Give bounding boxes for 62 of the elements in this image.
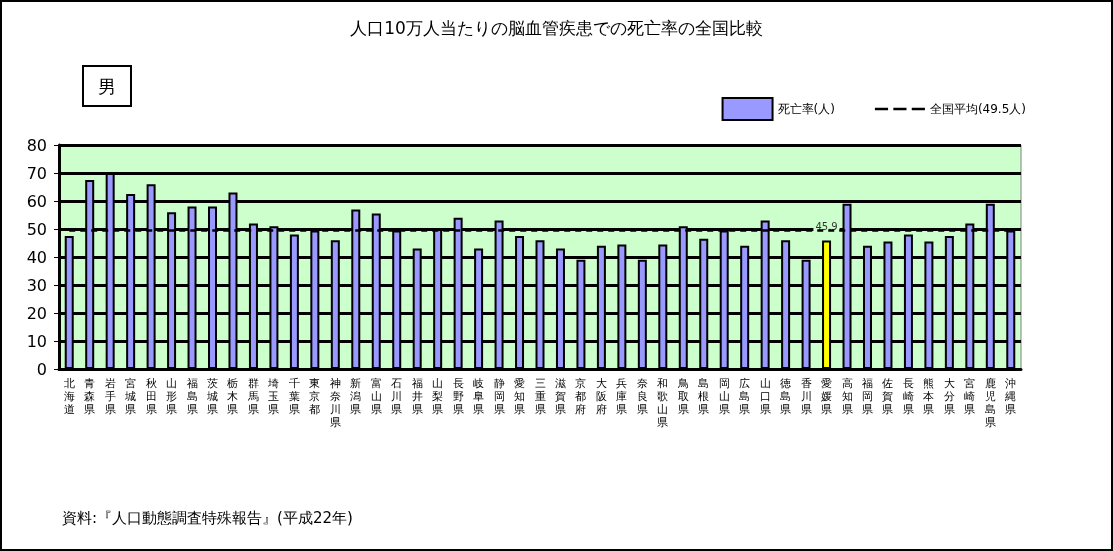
x-tick-label: 岩手県 <box>104 377 116 416</box>
x-tick-label: 長崎県 <box>902 377 914 416</box>
x-tick-label: 高知県 <box>841 377 853 416</box>
y-tick-label: 80 <box>26 135 47 155</box>
x-tick-label: 大分県 <box>943 377 955 416</box>
y-tick-label: 70 <box>26 163 47 183</box>
x-tick-label: 埼玉県 <box>267 377 280 416</box>
x-tick-label: 鳥取県 <box>676 377 689 416</box>
x-tick-label: 愛知県 <box>514 377 526 416</box>
data-label: 45.9 <box>815 220 838 232</box>
x-tick-label: 佐賀県 <box>882 377 894 416</box>
x-tick-label: 島根県 <box>698 377 710 416</box>
x-tick-label: 石川県 <box>391 377 403 416</box>
x-tick-label: 徳島県 <box>780 377 792 416</box>
text: 資料:『人口動態調査特殊報告』(平成22年) <box>62 508 353 527</box>
x-tick-label: 兵庫県 <box>616 377 628 416</box>
x-tick-label: 富山県 <box>370 377 382 416</box>
x-tick-label: 三重県 <box>534 377 546 416</box>
x-tick-label: 静岡県 <box>493 377 505 416</box>
x-tick-label: 宮城県 <box>124 377 137 416</box>
x-tick-label: 愛媛県 <box>821 377 833 416</box>
legend-label: 死亡率(人) <box>777 102 835 116</box>
x-tick-label: 東京都 <box>309 377 321 416</box>
x-tick-label: 香川県 <box>800 377 812 416</box>
x-tick-label: 新潟県 <box>350 377 362 416</box>
x-tick-label: 京都府 <box>575 377 587 416</box>
y-tick-label: 50 <box>26 219 47 239</box>
x-tick-label: 秋田県 <box>145 377 157 416</box>
y-tick-label: 0 <box>36 359 47 379</box>
x-tick-label: 福岡県 <box>861 377 873 416</box>
x-tick-label: 山口県 <box>759 377 771 416</box>
x-tick-label: 福島県 <box>186 377 198 416</box>
x-tick-label: 千葉県 <box>288 377 300 416</box>
x-tick-label: 宮崎県 <box>964 377 976 416</box>
x-tick-label: 鹿児島県 <box>984 377 996 429</box>
y-tick-label: 20 <box>26 303 47 323</box>
x-tick-label: 北海道 <box>63 377 75 416</box>
y-tick-label: 10 <box>26 331 47 351</box>
x-tick-label: 青森県 <box>84 377 96 416</box>
y-tick-label: 30 <box>26 275 47 295</box>
x-tick-label: 熊本県 <box>923 377 935 416</box>
legend-label: 全国平均(49.5人) <box>929 102 1027 116</box>
text: 男 <box>98 75 116 97</box>
x-tick-label: 奈良県 <box>636 377 648 416</box>
y-tick-label: 60 <box>26 191 47 211</box>
x-tick-label: 神奈川県 <box>329 377 341 429</box>
x-tick-label: 山形県 <box>166 377 178 416</box>
x-tick-label: 沖縄県 <box>1004 377 1017 416</box>
x-tick-label: 福井県 <box>411 377 423 416</box>
x-tick-label: 和歌山県 <box>657 377 669 429</box>
x-tick-label: 大阪府 <box>595 377 607 416</box>
x-tick-label: 群馬県 <box>246 377 259 416</box>
x-tick-label: 長野県 <box>452 377 464 416</box>
y-tick-label: 40 <box>26 247 47 267</box>
x-tick-label: 栃木県 <box>227 377 239 416</box>
chart-title: 人口10万人当たりの脳血管疾患での死亡率の全国比較 <box>350 17 763 38</box>
x-tick-label: 山梨県 <box>432 377 444 416</box>
x-tick-label: 広島県 <box>739 377 751 416</box>
x-tick-label: 岐阜県 <box>473 377 485 416</box>
x-tick-label: 茨城県 <box>206 377 219 416</box>
x-tick-label: 岡山県 <box>718 377 730 416</box>
x-tick-label: 滋賀県 <box>554 377 566 416</box>
